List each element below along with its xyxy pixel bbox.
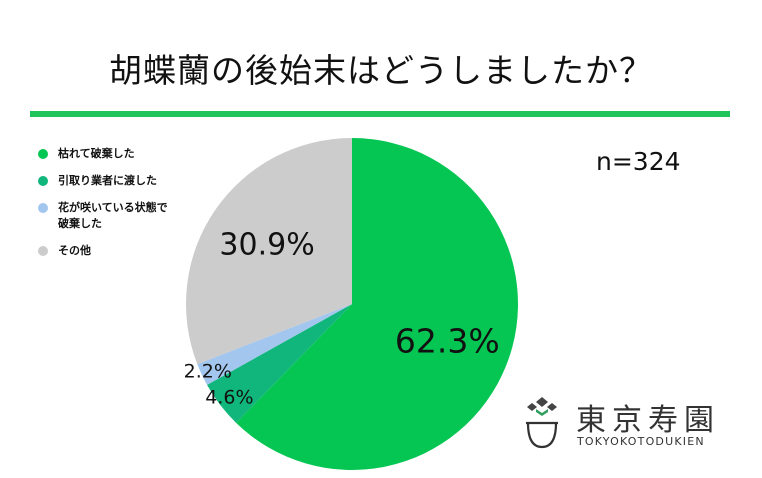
legend-swatch — [38, 176, 48, 186]
pie-slice-label: 62.3% — [395, 321, 500, 360]
pie-slice-label: 4.6% — [205, 386, 253, 408]
logo-kanji: 東京寿園 — [576, 403, 720, 438]
legend-item: 引取り業者に渡した — [38, 173, 178, 189]
sample-size-label: n=324 — [596, 147, 681, 176]
pie-slice — [236, 138, 518, 471]
pie-slice — [207, 304, 352, 423]
legend-item: 花が咲いている状態で破棄した — [38, 200, 178, 232]
chart-legend: 枯れて破棄した 引取り業者に渡した 花が咲いている状態で破棄した その他 — [38, 146, 178, 270]
legend-label: 枯れて破棄した — [58, 147, 135, 160]
pie-slice-label: 2.2% — [184, 360, 232, 382]
legend-item: その他 — [38, 243, 178, 259]
legend-swatch — [38, 149, 48, 159]
legend-label: その他 — [58, 244, 91, 257]
legend-label: 花が咲いている状態で破棄した — [58, 201, 168, 230]
legend-swatch — [38, 203, 48, 213]
legend-item: 枯れて破棄した — [38, 146, 178, 162]
tea-bowl-logo-icon — [526, 397, 558, 449]
logo-roman: TOKYOKOTODUKIEN — [577, 435, 705, 448]
pie-slice — [186, 138, 352, 365]
legend-swatch — [38, 246, 48, 256]
legend-label: 引取り業者に渡した — [58, 174, 157, 187]
title-underline — [30, 111, 730, 117]
pie-slice — [197, 304, 352, 385]
page-title: 胡蝶蘭の後始末はどうしましたか？ — [109, 51, 653, 90]
pie-slice-label: 30.9% — [219, 227, 314, 262]
brand-logo: 東京寿園 TOKYOKOTODUKIEN — [522, 393, 752, 463]
